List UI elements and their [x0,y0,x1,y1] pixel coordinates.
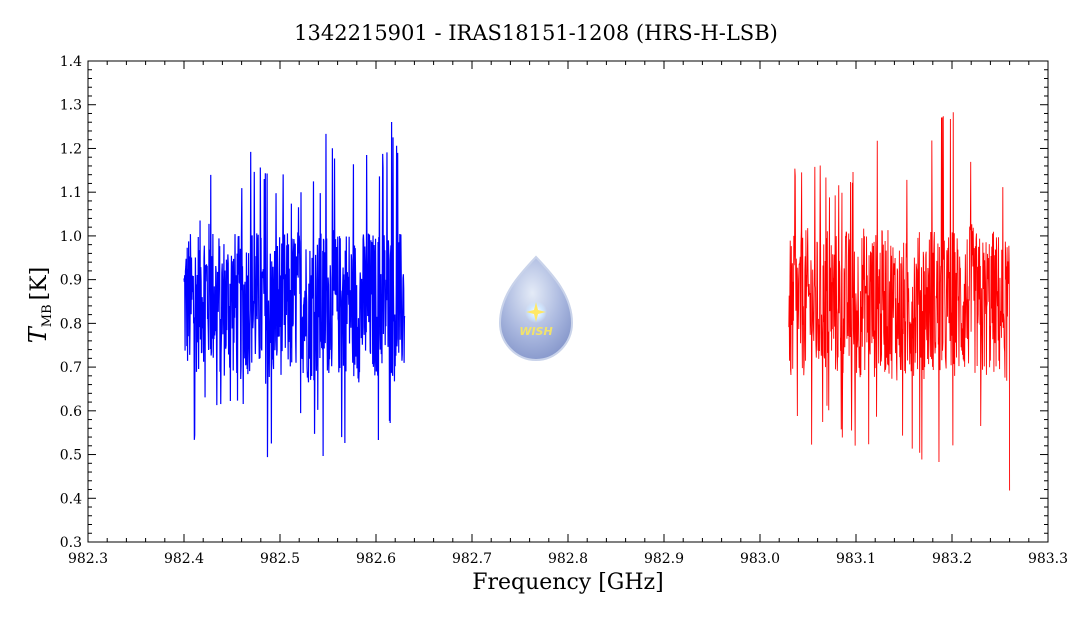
y-tick-label: 0.5 [60,448,82,464]
x-tick-label: 983.0 [740,551,780,567]
x-tick-label: 982.6 [356,551,396,567]
x-tick-label: 982.5 [260,551,300,567]
y-axis-symbol: T [24,325,52,343]
x-tick-label: 982.3 [68,551,108,567]
star-icon [526,302,546,322]
x-tick-label: 982.7 [452,551,492,567]
y-tick-label: 0.8 [60,316,82,332]
logo-text: WISH [519,325,552,338]
x-tick-label: 982.8 [548,551,588,567]
x-axis-title: Frequency [GHz] [472,570,664,595]
spectrum-series-line [183,122,406,458]
y-axis-unit: [K] [27,267,52,301]
y-tick-label: 1.3 [60,98,82,114]
y-tick-label: 0.6 [60,404,82,420]
y-tick-label: 1.2 [60,141,82,157]
x-tick-label: 983.1 [836,551,876,567]
y-tick-label: 0.9 [60,273,82,289]
x-tick-label: 982.9 [644,551,684,567]
y-tick-label: 0.4 [60,491,82,507]
chart-title: 1342215901 - IRAS18151-1208 (HRS-H-LSB) [294,21,778,45]
x-tick-label: 983.2 [932,551,972,567]
y-axis-title: TMB [K] [24,267,55,344]
y-tick-label: 0.3 [60,535,82,551]
y-tick-label: 1.0 [60,229,82,245]
y-tick-label: 1.4 [60,54,82,70]
spectrum-series-line [788,112,1011,491]
x-tick-label: 983.3 [1028,551,1068,567]
y-tick-label: 1.1 [60,185,82,201]
y-tick-label: 0.7 [60,360,82,376]
wish-logo: WISH [498,255,574,362]
x-tick-label: 982.4 [164,551,204,567]
y-axis-subscript: MB [40,304,55,327]
